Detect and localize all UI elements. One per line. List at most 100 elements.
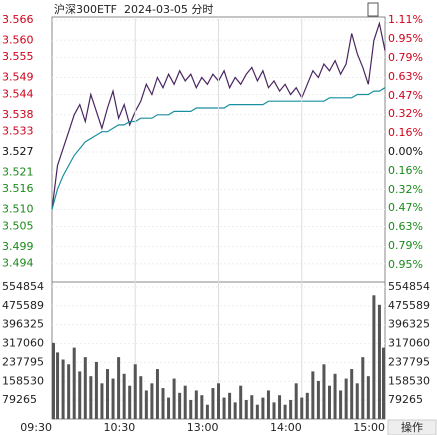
volume-bar bbox=[67, 364, 71, 419]
volume-bar bbox=[183, 385, 187, 419]
y2-tick-label: 158530 bbox=[388, 374, 430, 387]
y-tick-label: 237795 bbox=[2, 355, 44, 368]
volume-bar bbox=[239, 385, 243, 419]
volume-bar bbox=[194, 390, 198, 419]
y2-tick-label: 1.11% bbox=[388, 13, 423, 26]
y-tick-label: 554854 bbox=[2, 280, 44, 293]
volume-bar bbox=[272, 402, 276, 419]
volume-bar bbox=[294, 383, 298, 419]
volume-bar bbox=[133, 364, 137, 419]
volume-bar bbox=[366, 376, 370, 419]
y-tick-label: 3.538 bbox=[2, 108, 34, 121]
volume-bar bbox=[94, 361, 98, 419]
y2-tick-label: 317060 bbox=[388, 337, 430, 350]
volume-bar bbox=[61, 359, 65, 419]
y-tick-label: 396325 bbox=[2, 318, 44, 331]
volume-bar bbox=[161, 388, 165, 419]
volume-bar bbox=[122, 373, 126, 419]
volume-bar bbox=[111, 378, 115, 419]
operate-button-label[interactable]: 操作 bbox=[401, 420, 423, 434]
volume-bar bbox=[289, 399, 293, 419]
volume-bar bbox=[278, 395, 282, 419]
volume-bar bbox=[322, 364, 326, 419]
operate-button[interactable] bbox=[387, 419, 437, 435]
volume-bar bbox=[128, 385, 132, 419]
y2-tick-label: 0.79% bbox=[388, 51, 423, 64]
chart-title: 沪深300ETF 2024-03-05 分时 bbox=[54, 2, 213, 16]
x-tick-label: 09:30 bbox=[20, 421, 52, 434]
volume-bar bbox=[355, 383, 359, 419]
volume-bar bbox=[155, 369, 159, 419]
volume-bar bbox=[211, 388, 215, 419]
window-icon[interactable] bbox=[367, 2, 379, 17]
volume-bar bbox=[344, 378, 348, 419]
volume-bar bbox=[106, 369, 109, 419]
volume-bar bbox=[89, 376, 93, 419]
volume-bar bbox=[377, 304, 381, 419]
volume-bar bbox=[228, 392, 232, 419]
y-tick-label: 317060 bbox=[2, 337, 44, 350]
y-tick-label: 3.510 bbox=[2, 203, 34, 216]
volume-bar bbox=[52, 342, 55, 419]
volume-bar bbox=[250, 395, 254, 419]
y-tick-label: 3.555 bbox=[2, 50, 34, 63]
x-tick-label: 14:00 bbox=[270, 421, 302, 434]
volume-bar bbox=[350, 369, 354, 419]
y2-tick-label: 0.47% bbox=[388, 89, 423, 102]
volume-bar bbox=[78, 371, 82, 419]
y2-tick-label: 0.63% bbox=[388, 220, 423, 233]
y-tick-label: 3.516 bbox=[2, 182, 34, 195]
y-tick-label: 3.499 bbox=[2, 240, 34, 253]
y2-tick-label: 0.16% bbox=[388, 126, 423, 139]
y-tick-label: 3.521 bbox=[2, 165, 34, 178]
volume-bar bbox=[217, 383, 220, 419]
y2-tick-label: 396325 bbox=[388, 318, 430, 331]
y2-tick-label: 0.16% bbox=[388, 164, 423, 177]
y-tick-label: 79265 bbox=[2, 393, 37, 406]
x-tick-label: 15:00 bbox=[353, 421, 385, 434]
x-tick-label: 13:00 bbox=[187, 421, 219, 434]
y-tick-label: 3.533 bbox=[2, 125, 34, 138]
y-tick-label: 3.494 bbox=[2, 257, 34, 270]
volume-bar bbox=[56, 352, 60, 419]
volume-bar bbox=[372, 295, 376, 419]
volume-bar bbox=[200, 395, 204, 419]
volume-bar bbox=[100, 383, 104, 419]
y-tick-label: 3.505 bbox=[2, 219, 34, 232]
volume-bar bbox=[233, 402, 237, 419]
y-tick-label: 158530 bbox=[2, 374, 44, 387]
volume-bar bbox=[255, 404, 259, 419]
y2-tick-label: 0.63% bbox=[388, 70, 423, 83]
y-tick-label: 3.560 bbox=[2, 33, 34, 46]
y2-tick-label: 0.47% bbox=[388, 201, 423, 214]
volume-bar bbox=[283, 404, 287, 419]
volume-bar bbox=[305, 392, 309, 419]
volume-bar bbox=[261, 397, 265, 419]
y2-tick-label: 0.95% bbox=[388, 32, 423, 45]
y2-tick-label: 0.95% bbox=[388, 258, 423, 271]
volume-bar bbox=[205, 404, 209, 419]
y-tick-label: 3.544 bbox=[2, 87, 34, 100]
volume-bar bbox=[83, 357, 87, 419]
volume-bar bbox=[117, 357, 121, 419]
y-tick-label: 475589 bbox=[2, 299, 44, 312]
y2-tick-label: 0.32% bbox=[388, 183, 423, 196]
volume-bar bbox=[172, 378, 176, 419]
volume-bar bbox=[139, 376, 143, 419]
y-tick-label: 3.527 bbox=[2, 145, 34, 158]
y2-tick-label: 237795 bbox=[388, 355, 430, 368]
y-tick-label: 3.549 bbox=[2, 71, 34, 84]
volume-bar bbox=[150, 383, 154, 419]
y2-tick-label: 0.00% bbox=[388, 145, 423, 158]
volume-bar bbox=[311, 371, 315, 419]
volume-bar bbox=[328, 385, 331, 419]
volume-bar bbox=[382, 347, 385, 419]
y-tick-label: 3.566 bbox=[2, 13, 34, 26]
volume-bar bbox=[178, 392, 182, 419]
volume-bar bbox=[222, 397, 226, 419]
volume-bar bbox=[361, 357, 365, 419]
y2-tick-label: 0.32% bbox=[388, 107, 423, 120]
x-tick-label: 10:30 bbox=[104, 421, 136, 434]
volume-bar bbox=[189, 399, 193, 419]
